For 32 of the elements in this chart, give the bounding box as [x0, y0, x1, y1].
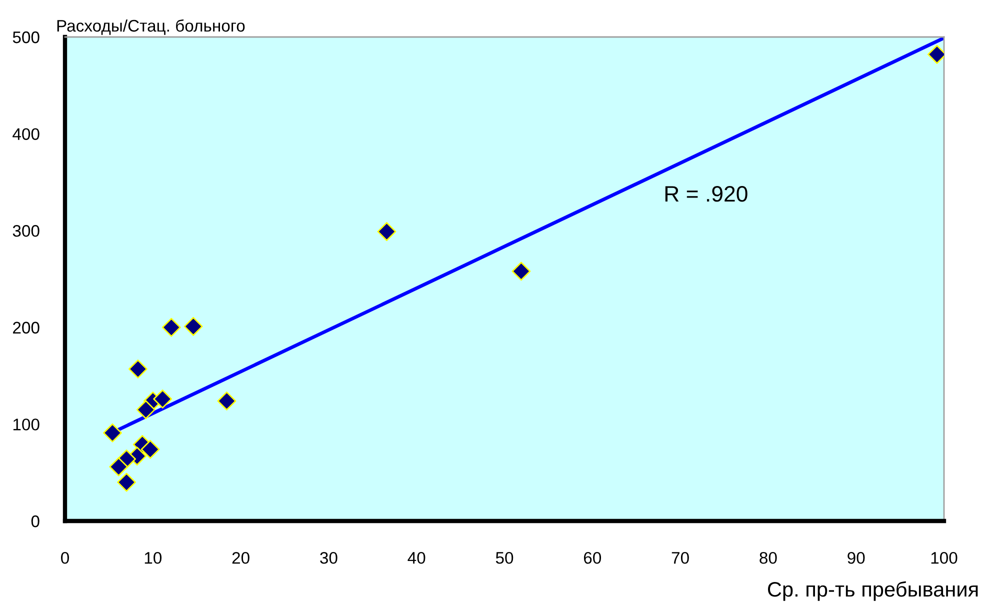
annotation: R = .920 — [665, 186, 748, 202]
y-axis-title: Расходы/Стац. больного — [57, 19, 245, 35]
point — [136, 400, 156, 420]
y-tick-label: 100 — [13, 418, 40, 430]
point — [102, 423, 122, 442]
y-tick-label: 300 — [12, 225, 40, 237]
point — [140, 440, 160, 459]
y-tick-label: 0 — [31, 515, 40, 528]
point — [153, 390, 172, 409]
point — [184, 316, 203, 336]
x-tick-label: 50 — [496, 552, 514, 564]
x-tick-label: 70 — [672, 552, 689, 564]
point — [109, 457, 128, 476]
x-tick-label: 30 — [320, 552, 338, 564]
point — [117, 472, 136, 492]
x-tick-label: 0 — [61, 552, 69, 564]
x-tick-label: 80 — [760, 552, 777, 564]
point — [377, 222, 396, 242]
x-tick-label: 90 — [848, 552, 865, 564]
point — [217, 391, 236, 410]
x-tick-label: 100 — [931, 552, 958, 564]
y-tick-label: 400 — [12, 128, 40, 140]
x-axis-title: Ср. пр-ть пребывания — [768, 581, 978, 601]
point — [162, 318, 181, 337]
y-tick-label: 500 — [12, 31, 40, 44]
point — [128, 360, 148, 379]
y-tick-label: 200 — [13, 322, 40, 334]
x-tick-label: 40 — [408, 552, 426, 564]
x-tick-label: 20 — [232, 552, 250, 564]
x-tick-label: 60 — [584, 552, 602, 564]
x-tick-label: 10 — [144, 552, 162, 564]
point — [512, 262, 531, 281]
